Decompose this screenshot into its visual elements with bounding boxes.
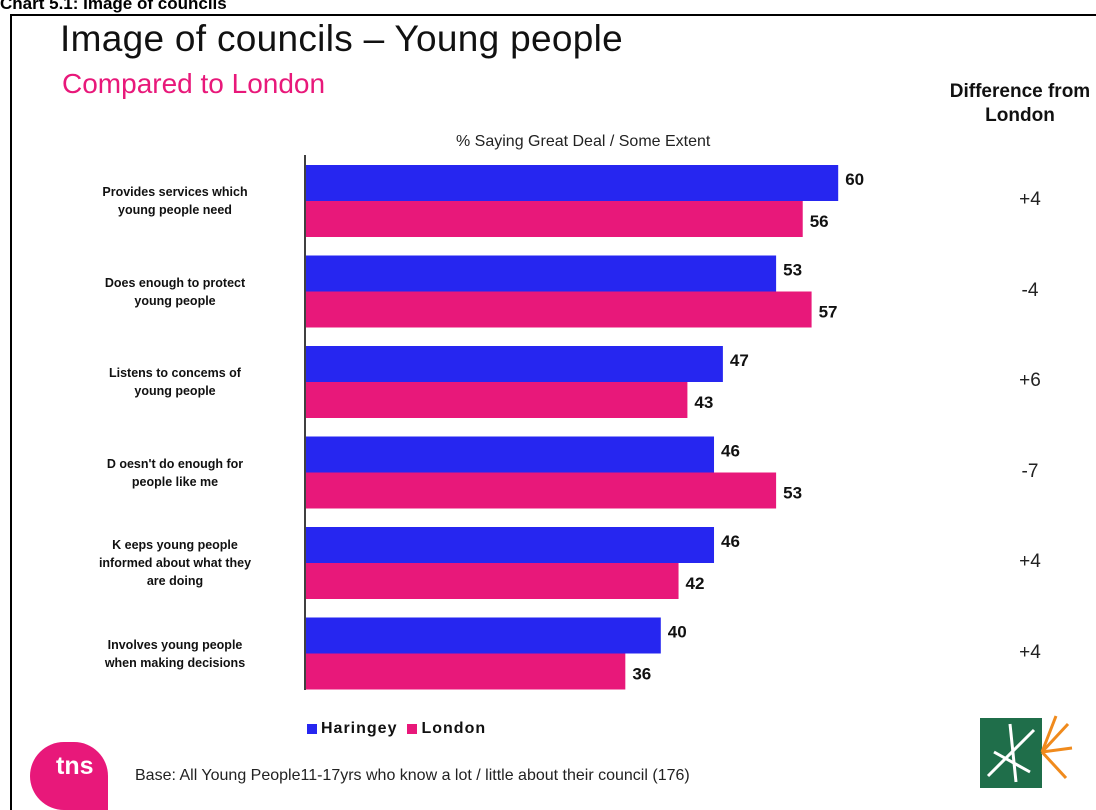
data-label-haringey-1: 53	[783, 261, 802, 280]
legend-item-haringey: Haringey	[307, 720, 397, 738]
bar-haringey-0	[306, 165, 839, 201]
bar-london-4	[306, 563, 679, 599]
data-label-haringey-0: 60	[845, 170, 864, 189]
base-note: Base: All Young People11-17yrs who know …	[135, 767, 690, 784]
legend: Haringey London	[307, 720, 496, 738]
bar-haringey-2	[306, 346, 723, 382]
category-label-line: D oesn't do enough for	[106, 456, 244, 471]
category-label-5: Involves young people when making decisio…	[55, 636, 295, 672]
data-label-haringey-2: 47	[730, 351, 749, 370]
bar-london-5	[306, 653, 626, 690]
data-label-london-4: 42	[686, 574, 705, 593]
category-label-line: people like me	[131, 474, 219, 489]
category-label-line: informed about what they	[98, 556, 252, 570]
legend-label-haringey: Haringey	[321, 720, 398, 737]
category-label-line: young people	[134, 384, 216, 398]
category-label-line: Listens to concems of	[109, 366, 241, 380]
category-label-3: D oesn't do enough for people like me	[55, 455, 295, 491]
tns-logo-text: tns	[56, 752, 94, 780]
data-label-london-0: 56	[810, 212, 829, 231]
data-label-london-2: 43	[694, 393, 713, 412]
page-subtitle: Compared to London	[62, 68, 326, 99]
category-label-line: Provides services which	[102, 185, 248, 199]
category-label-0: Provides services which young people need	[55, 183, 295, 219]
tns-logo: tns	[30, 742, 108, 810]
difference-value-5: +4	[1019, 641, 1041, 663]
category-label-4: K eeps young people informed about what t…	[55, 536, 295, 590]
category-label-line: K eeps young people	[112, 538, 238, 552]
data-label-london-1: 57	[819, 303, 838, 322]
data-label-london-5: 36	[632, 665, 651, 684]
bar-haringey-3	[306, 436, 715, 473]
category-label-1: Does enough to protect young people	[55, 274, 295, 310]
category-label-line: Does enough to protect	[104, 275, 246, 290]
data-label-haringey-4: 46	[721, 532, 740, 551]
difference-value-4: +4	[1019, 551, 1041, 572]
bar-london-2	[306, 382, 688, 418]
data-label-haringey-3: 46	[721, 442, 740, 461]
axis-title: % Saying Great Deal / Some Extent	[456, 133, 711, 150]
bar-haringey-1	[306, 255, 777, 292]
page-title: Image of councils – Young people	[60, 18, 623, 59]
category-label-line: Involves young people	[107, 637, 243, 652]
category-label-line: young people	[134, 293, 216, 308]
category-label-2: Listens to concems of young people	[55, 364, 295, 400]
difference-value-3: -7	[1021, 460, 1039, 482]
bar-london-3	[306, 472, 777, 509]
legend-swatch-haringey	[307, 724, 317, 734]
difference-header: Difference from London	[949, 81, 1091, 126]
chart-caption: Chart 5.1: Image of councils	[0, 0, 227, 13]
category-label-line: when making decisions	[104, 655, 246, 670]
category-label-line: are doing	[146, 574, 204, 588]
difference-value-1: -4	[1021, 279, 1039, 301]
partner-logo	[980, 715, 1073, 788]
difference-value-2: +6	[1019, 370, 1041, 391]
legend-swatch-london	[407, 724, 418, 734]
category-label-line: young people need	[118, 203, 232, 217]
bar-london-0	[306, 201, 803, 237]
bar-haringey-4	[306, 527, 715, 563]
bar-london-1	[306, 291, 812, 328]
legend-item-london: London	[407, 720, 486, 738]
data-label-haringey-5: 40	[668, 623, 687, 642]
slide-frame	[10, 14, 1096, 810]
bar-haringey-5	[306, 617, 661, 654]
difference-value-0: +4	[1019, 189, 1041, 210]
legend-label-london: London	[421, 720, 487, 737]
data-label-london-3: 53	[783, 484, 802, 503]
